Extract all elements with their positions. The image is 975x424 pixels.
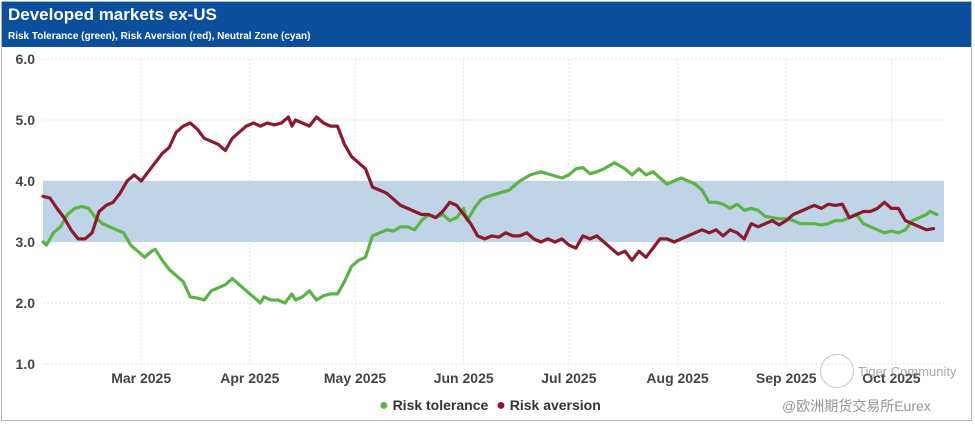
y-tick-label: 5.0 — [16, 112, 36, 128]
legend-marker-risk-tolerance: ● — [379, 397, 389, 414]
x-tick-label: Oct 2025 — [862, 370, 921, 386]
legend-marker-risk-aversion: ● — [496, 397, 506, 414]
y-tick-label: 1.0 — [16, 356, 36, 372]
y-tick-label: 3.0 — [16, 234, 36, 250]
chart-subtitle: Risk Tolerance (green), Risk Aversion (r… — [8, 31, 311, 42]
x-tick-label: Apr 2025 — [220, 370, 279, 386]
x-tick-label: Aug 2025 — [646, 370, 708, 386]
chart-title: Developed markets ex-US — [8, 5, 217, 24]
x-tick-label: Sep 2025 — [756, 370, 817, 386]
legend-item-risk-aversion[interactable]: ● Risk aversion — [496, 397, 601, 414]
legend-item-risk-tolerance[interactable]: ● Risk tolerance — [379, 397, 492, 414]
legend-label-risk-tolerance: Risk tolerance — [392, 397, 489, 413]
y-tick-label: 6.0 — [16, 51, 36, 67]
watermark-source: @欧洲期货交易所Eurex — [782, 398, 931, 414]
x-tick-label: Jun 2025 — [434, 370, 494, 386]
x-tick-label: May 2025 — [324, 370, 386, 386]
x-tick-label: Mar 2025 — [111, 370, 171, 386]
chart-legend: ● Risk tolerance ● Risk aversion — [379, 397, 605, 415]
chart-plot: 1.0 2.0 3.0 4.0 5.0 6.0 Mar 2025 Apr 2025 May 20… — [16, 51, 944, 386]
y-tick-label: 2.0 — [16, 295, 36, 311]
watermark-logo-icon — [820, 354, 854, 388]
x-tick-label: Jul 2025 — [541, 370, 596, 386]
y-tick-label: 4.0 — [16, 173, 36, 189]
series-line-risk-aversion — [41, 115, 936, 262]
neutral-zone-band — [43, 181, 944, 242]
chart-header: Developed markets ex-US Risk Tolerance (… — [2, 2, 971, 47]
watermark-logo-text: Tiger Community — [858, 364, 957, 379]
legend-label-risk-aversion: Risk aversion — [509, 397, 601, 413]
